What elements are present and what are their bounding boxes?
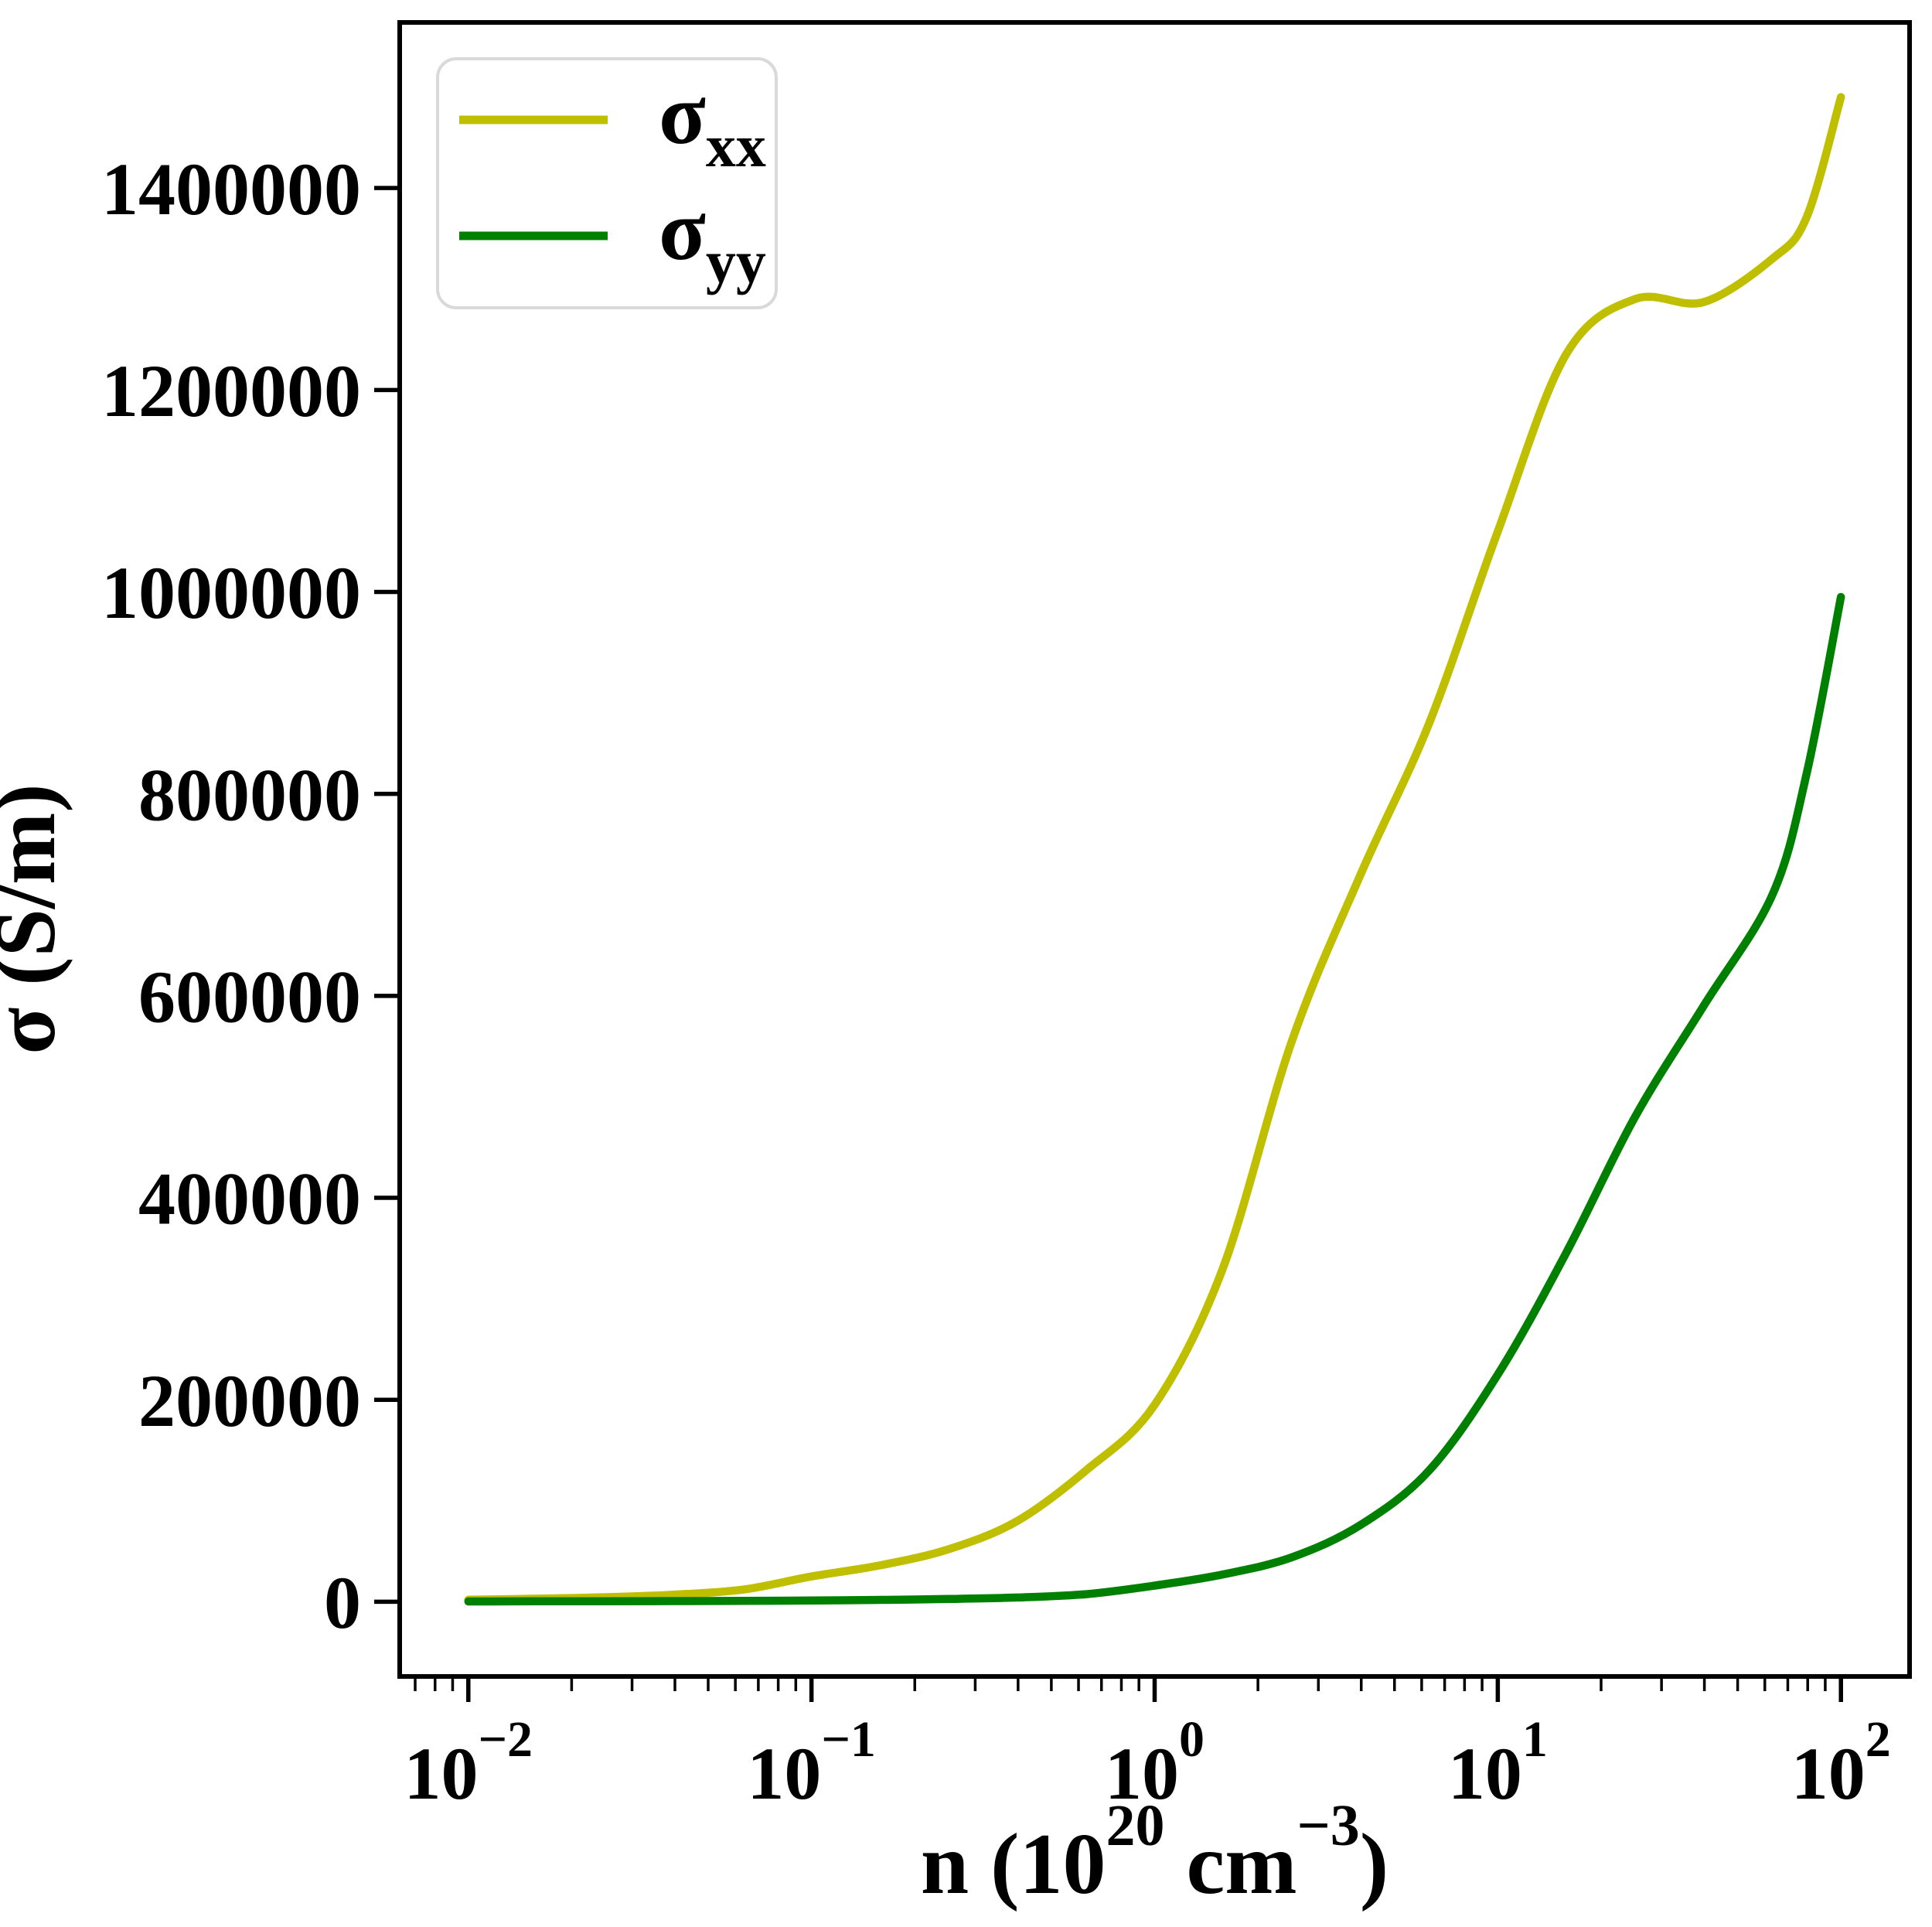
y-tick-label: 1400000 xyxy=(101,148,361,230)
y-tick-label: 600000 xyxy=(138,955,361,1038)
y-tick-label: 200000 xyxy=(138,1359,361,1442)
series-path-sigma_yy xyxy=(464,592,1845,1606)
x-tick-label: 100 xyxy=(1105,1711,1205,1815)
y-tick-label: 400000 xyxy=(138,1158,361,1240)
legend-label-sigma-xx: σxx xyxy=(659,67,766,179)
x-tick-label: 101 xyxy=(1448,1711,1548,1815)
y-tick-label: 1200000 xyxy=(101,350,361,432)
x-tick-label: 10−1 xyxy=(747,1711,876,1815)
x-tick-label: 102 xyxy=(1791,1711,1891,1815)
y-tick-label: 1000000 xyxy=(101,551,361,634)
x-axis-label: n (1020 cm−3) xyxy=(921,1793,1389,1912)
y-tick-label: 800000 xyxy=(138,753,361,836)
legend-label-sigma-yy: σyy xyxy=(659,182,766,295)
y-axis-label: σ (S/m) xyxy=(0,783,73,1054)
y-tick-label: 0 xyxy=(324,1561,361,1644)
series-path-sigma_xx xyxy=(464,93,1845,1605)
x-tick-label: 10−2 xyxy=(404,1711,533,1815)
